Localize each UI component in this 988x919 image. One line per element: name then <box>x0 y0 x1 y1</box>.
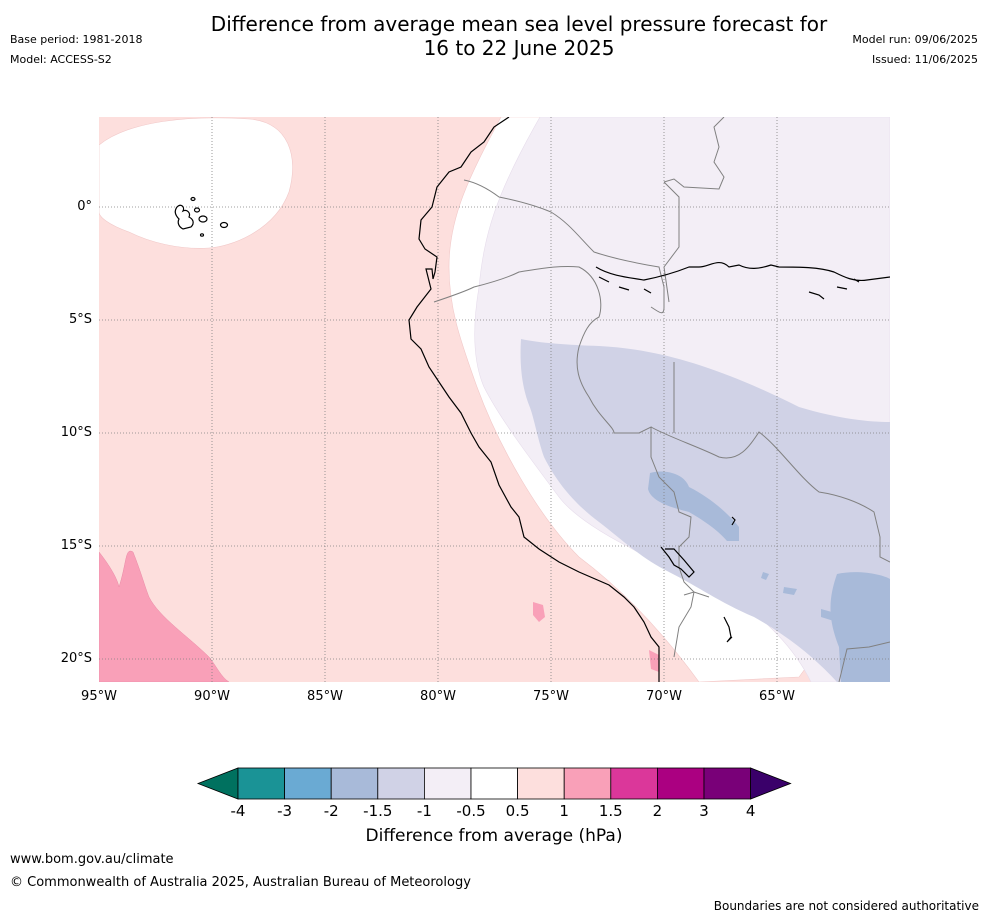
pressure-anomaly-map <box>99 117 890 682</box>
colorbar-tick-label: -1.5 <box>363 802 392 820</box>
lon-tick-90w: 90°W <box>194 689 230 704</box>
colorbar-tick-label: -4 <box>231 802 246 820</box>
anomaly-field-neg-1.5-2-e <box>761 572 769 580</box>
country-borders <box>433 117 890 682</box>
anomaly-field-pos-1-1.5-sw <box>99 550 230 682</box>
footer-copyright: © Commonwealth of Australia 2025, Austra… <box>10 875 471 890</box>
issued-date: Issued: 11/06/2025 <box>871 53 978 66</box>
colorbar-tick-label: -3 <box>277 802 292 820</box>
anomaly-field-near-zero-galapagos <box>99 117 293 249</box>
map-title: Difference from average mean sea level p… <box>0 12 988 60</box>
colorbar-bin <box>330 767 379 800</box>
anomaly-field-pos-1-1.5-b <box>649 650 659 672</box>
lat-tick-15s: 15°S <box>60 538 92 553</box>
galapagos-islands <box>174 196 229 237</box>
colorbar-bin <box>610 767 658 800</box>
footer-url[interactable]: www.bom.gov.au/climate <box>10 852 174 867</box>
lat-tick-10s: 10°S <box>60 425 92 440</box>
lat-tick-0: 0° <box>77 199 92 214</box>
colorbar-tick-label: 1.5 <box>599 802 623 820</box>
anomaly-field-neg-1.5-2-c <box>821 609 839 622</box>
colorbar-extend-low <box>196 767 239 800</box>
colorbar-label: Difference from average (hPa) <box>365 826 623 846</box>
colorbar-tick-label: 4 <box>746 802 756 820</box>
coastline <box>408 117 890 682</box>
colorbar-bin <box>703 767 751 800</box>
colorbar-bin <box>284 767 332 800</box>
colorbar-extend-high <box>750 767 792 800</box>
colorbar-tick-label: 3 <box>699 802 709 820</box>
lon-tick-95w: 95°W <box>81 689 117 704</box>
colorbar-bin <box>517 767 565 800</box>
meta-right: Model run: 09/06/2025 Issued: 11/06/2025 <box>852 30 978 70</box>
title-line-2: 16 to 22 June 2025 <box>423 36 615 60</box>
anomaly-field-neg-1.5-2-d <box>783 587 797 595</box>
lon-tick-80w: 80°W <box>420 689 456 704</box>
lon-tick-70w: 70°W <box>646 689 682 704</box>
graticule <box>99 117 890 682</box>
footer-disclaimer: Boundaries are not considered authoritat… <box>713 899 979 913</box>
colorbar-bin <box>563 767 612 800</box>
lon-tick-65w: 65°W <box>759 689 795 704</box>
colorbar-bin <box>377 767 425 800</box>
meta-left: Base period: 1981-2018 Model: ACCESS-S2 <box>10 30 142 70</box>
colorbar-bin <box>656 767 705 800</box>
model-name: Model: ACCESS-S2 <box>10 53 112 66</box>
colorbar: -4 -3 -2 -1.5 -1 -0.5 0.5 1 1.5 2 3 4 <box>196 767 792 820</box>
base-period: Base period: 1981-2018 <box>10 33 143 46</box>
colorbar-tick-label: -2 <box>324 802 339 820</box>
colorbar-bin <box>423 767 472 800</box>
anomaly-field-pos-1-1.5-a <box>533 602 545 622</box>
colorbar-bin <box>470 767 518 800</box>
colorbar-tick-label: 0.5 <box>506 802 530 820</box>
lat-tick-5s: 5°S <box>68 312 92 327</box>
colorbar-tick-label: -0.5 <box>456 802 485 820</box>
colorbar-tick-label: 2 <box>653 802 663 820</box>
colorbar-tick-label: -1 <box>417 802 432 820</box>
lat-tick-20s: 20°S <box>60 651 92 666</box>
colorbar-bin <box>237 767 285 800</box>
lon-tick-85w: 85°W <box>307 689 343 704</box>
title-line-1: Difference from average mean sea level p… <box>210 12 828 36</box>
colorbar-tick-label: 1 <box>559 802 569 820</box>
lon-tick-75w: 75°W <box>533 689 569 704</box>
model-run: Model run: 09/06/2025 <box>852 33 978 46</box>
